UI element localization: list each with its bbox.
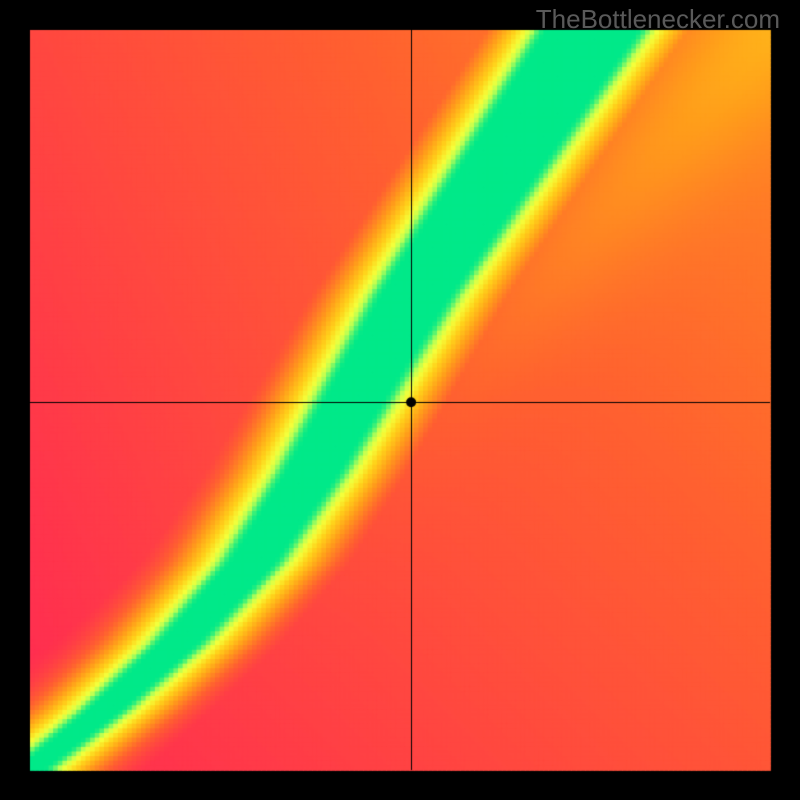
watermark-text: TheBottlenecker.com bbox=[536, 4, 780, 35]
chart-container: TheBottlenecker.com bbox=[0, 0, 800, 800]
bottleneck-heatmap bbox=[0, 0, 800, 800]
